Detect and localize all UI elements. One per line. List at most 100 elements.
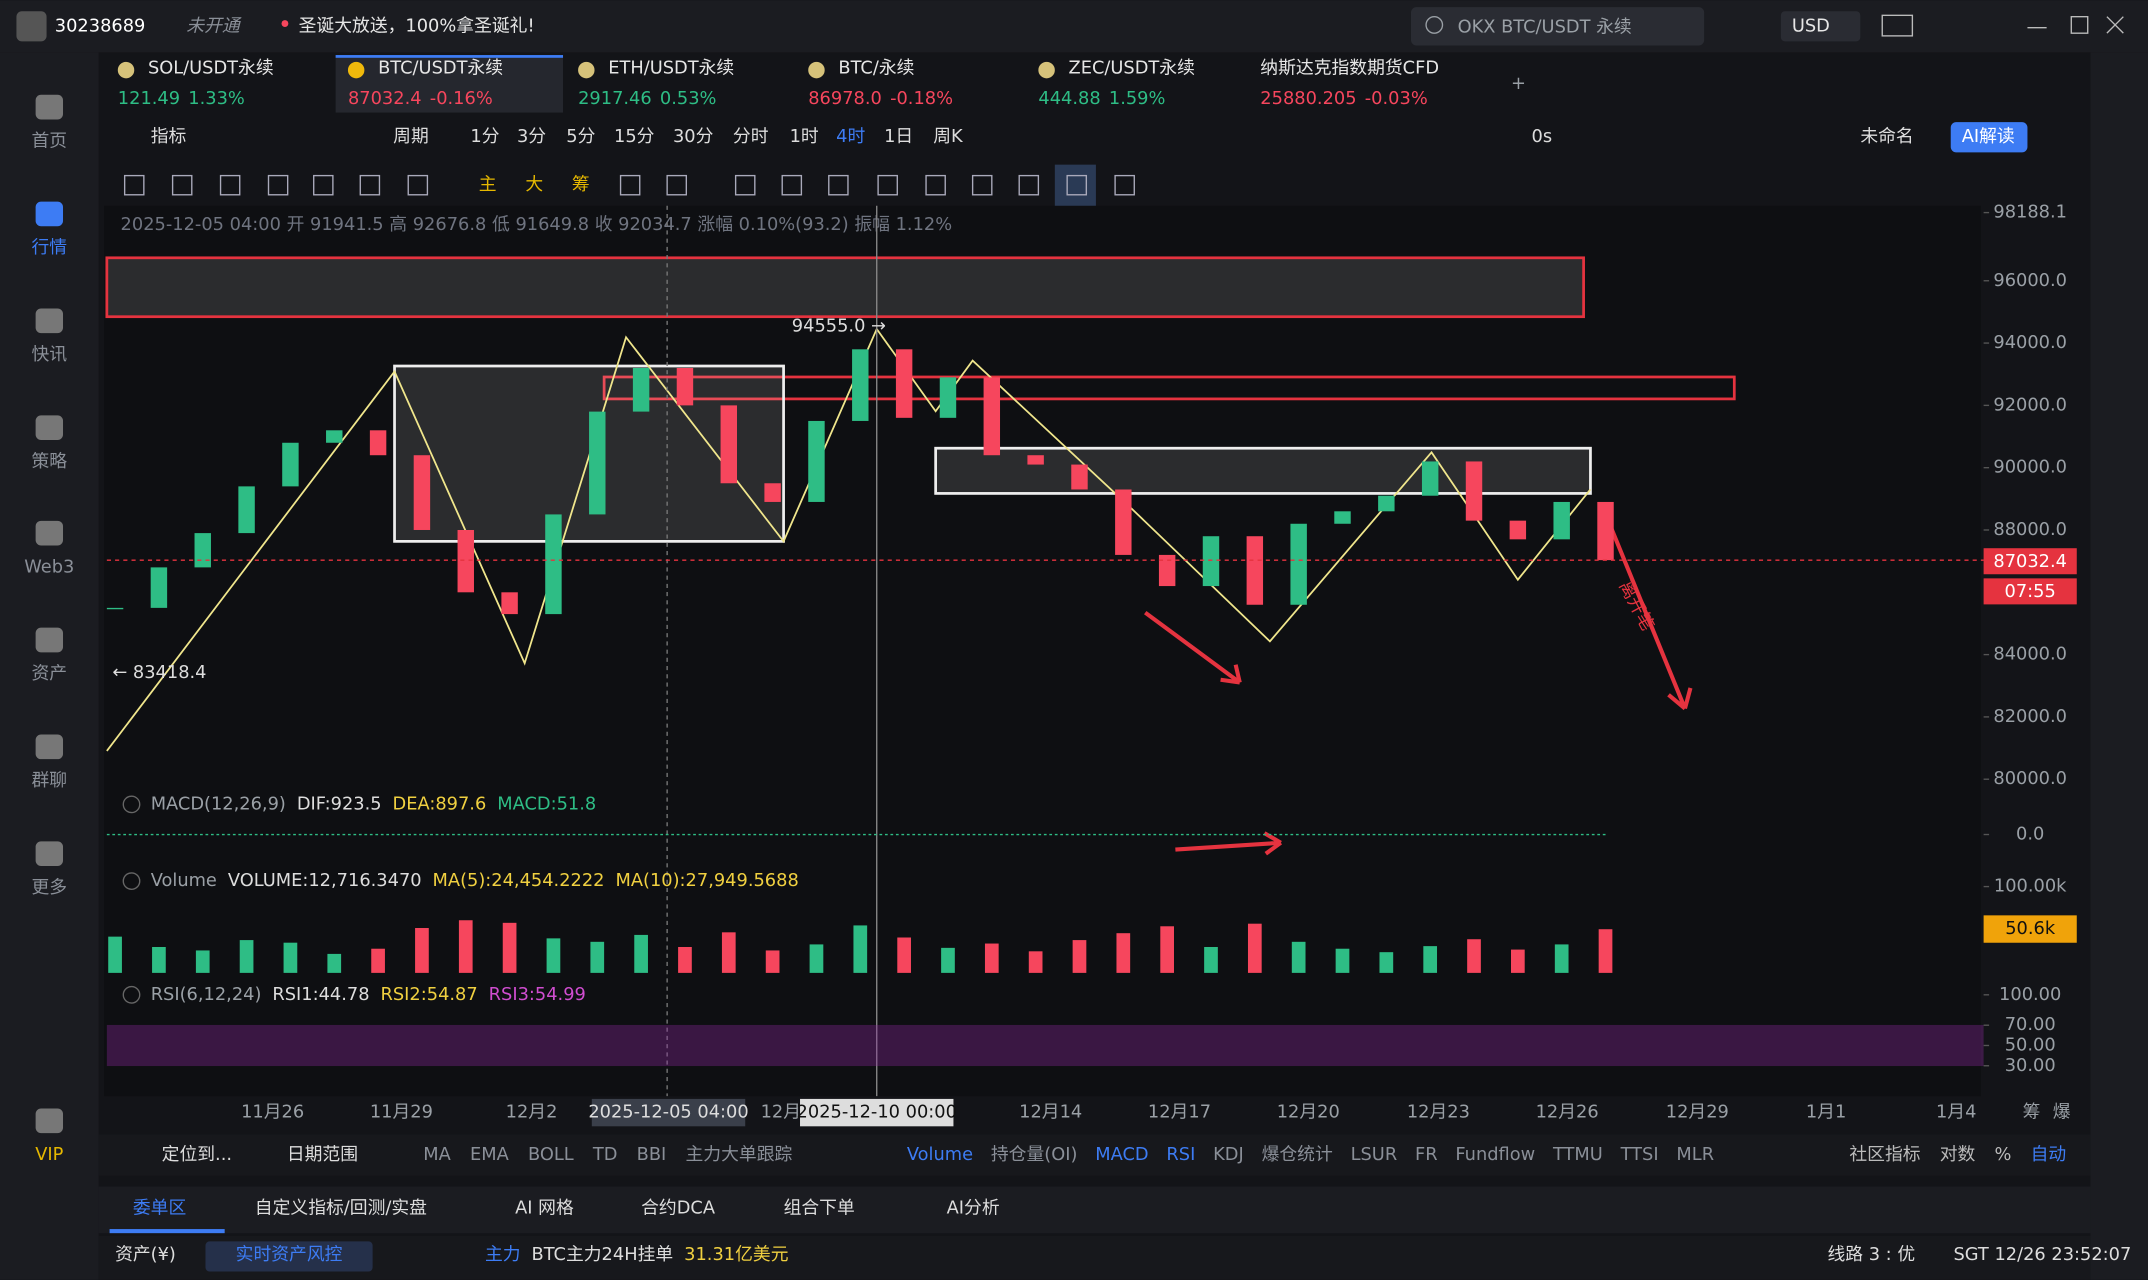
main-indicator[interactable]: TD (592, 1144, 618, 1165)
interval[interactable]: 1日 (884, 126, 913, 147)
ticker-name[interactable]: BTC/永续 (838, 58, 914, 79)
tool-icon[interactable] (925, 174, 946, 196)
currency-box[interactable] (1780, 11, 1861, 42)
sidebar-label[interactable]: 资产 (32, 663, 68, 684)
sidebar-label[interactable]: 更多 (32, 877, 68, 898)
interval[interactable]: 1分 (470, 126, 499, 147)
sidebar-icon[interactable] (35, 841, 64, 867)
draw-tool[interactable]: 大 (525, 174, 543, 195)
sub-indicator[interactable]: RSI (1166, 1144, 1195, 1165)
sidebar-icon[interactable] (35, 734, 64, 760)
sidebar-label[interactable]: 策略 (32, 451, 68, 472)
panel-tab[interactable]: AI分析 (947, 1198, 1000, 1219)
panel-tab[interactable]: 自定义指标/回测/实盘 (255, 1198, 427, 1219)
interval[interactable]: 3分 (517, 126, 546, 147)
locate-btn[interactable]: 定位到... (162, 1144, 232, 1165)
sub-indicator[interactable]: LSUR (1351, 1144, 1398, 1165)
tool-icon[interactable] (171, 174, 193, 196)
sub-indicator[interactable]: FR (1415, 1144, 1438, 1165)
sidebar-label[interactable]: 行情 (32, 237, 68, 258)
range-btn[interactable]: 日期范围 (287, 1144, 358, 1165)
search-box[interactable] (1410, 7, 1705, 46)
sub-indicator[interactable]: TTMU (1552, 1144, 1603, 1165)
pane-toggle[interactable] (122, 872, 141, 891)
sub-indicator[interactable]: Fundflow (1455, 1144, 1535, 1165)
ticker-name[interactable]: ETH/USDT永续 (608, 58, 734, 79)
mail-icon[interactable] (1881, 14, 1914, 37)
sub-indicator[interactable]: Volume (907, 1144, 973, 1165)
sidebar-label[interactable]: Web3 (24, 556, 74, 577)
tool-icon[interactable] (828, 174, 849, 196)
sidebar-label[interactable]: 快讯 (32, 344, 68, 365)
ai-btn[interactable] (1950, 122, 2028, 153)
draw-tool[interactable]: 主 (479, 174, 497, 195)
tool-icon[interactable] (123, 174, 145, 196)
interval[interactable]: 周K (933, 126, 964, 147)
sub-indicator[interactable]: KDJ (1213, 1144, 1244, 1165)
sidebar-icon[interactable] (35, 520, 64, 546)
tool-icon[interactable] (734, 174, 756, 196)
sidebar-label[interactable]: 首页 (32, 130, 68, 151)
risk-btn[interactable] (205, 1241, 373, 1272)
tool-icon[interactable] (407, 174, 429, 196)
interval[interactable]: 分时 (733, 126, 769, 147)
panel-tab[interactable]: AI 网格 (515, 1198, 574, 1219)
tool-icon[interactable] (1066, 174, 1088, 196)
add-tab[interactable]: + (1511, 73, 1526, 94)
tool-icon[interactable] (219, 174, 241, 196)
sidebar-icon[interactable] (35, 1108, 64, 1134)
sidebar-label[interactable]: VIP (35, 1144, 63, 1165)
period-btn[interactable]: 周期 (393, 126, 429, 147)
tool-icon[interactable] (666, 174, 688, 196)
main-indicator[interactable]: BBI (637, 1144, 667, 1165)
indicator-btn[interactable]: 指标 (151, 126, 187, 147)
sub-indicator[interactable]: MACD (1095, 1144, 1148, 1165)
right-option[interactable]: 自动 (2031, 1144, 2067, 1165)
sub-indicator[interactable]: TTSI (1620, 1144, 1659, 1165)
ticker-name[interactable]: ZEC/USDT永续 (1069, 58, 1196, 79)
tool-icon[interactable] (781, 174, 803, 196)
risk[interactable]: 实时资产风控 (236, 1244, 343, 1265)
right-option[interactable]: % (1995, 1144, 2012, 1165)
main-indicator[interactable]: 主力大单跟踪 (686, 1144, 793, 1165)
tool-icon[interactable] (877, 174, 898, 196)
interval[interactable]: 15分 (614, 126, 655, 147)
draw-tool[interactable]: 筹 (572, 174, 590, 195)
sidebar-icon[interactable] (35, 94, 64, 120)
tool-icon[interactable] (1114, 174, 1135, 196)
panel-tab[interactable]: 委单区 (133, 1198, 186, 1219)
interval[interactable]: 4时 (836, 126, 865, 147)
interval[interactable]: 5分 (566, 126, 595, 147)
panel-tab[interactable]: 组合下单 (784, 1198, 855, 1219)
sub-indicator[interactable]: 爆仓统计 (1262, 1144, 1333, 1165)
promo[interactable]: 圣诞大放送，100%拿圣诞礼! (299, 14, 535, 36)
main-indicator[interactable]: BOLL (528, 1144, 574, 1165)
sidebar-icon[interactable] (35, 201, 64, 227)
layout-name[interactable]: 未命名 (1860, 126, 1913, 147)
assets[interactable]: 资产(¥) (115, 1244, 176, 1265)
ticker-name[interactable]: SOL/USDT永续 (148, 58, 274, 79)
avatar[interactable] (16, 11, 47, 42)
pane-toggle[interactable] (122, 985, 141, 1004)
main-indicator[interactable]: EMA (470, 1144, 510, 1165)
panel-tab[interactable]: 合约DCA (641, 1198, 716, 1219)
interval[interactable]: 1时 (790, 126, 819, 147)
sidebar-icon[interactable] (35, 627, 64, 653)
status[interactable]: 未开通 (186, 15, 242, 36)
ticker-name[interactable]: 纳斯达克指数期货CFD (1260, 58, 1439, 79)
tool-icon[interactable] (619, 174, 641, 196)
sidebar-icon[interactable] (35, 308, 64, 334)
pane-toggle[interactable] (122, 795, 141, 814)
tool-icon[interactable] (971, 174, 993, 196)
window-controls[interactable] (2027, 16, 2124, 34)
interval[interactable]: 30分 (673, 126, 714, 147)
right-option[interactable]: 社区指标 (1849, 1144, 1920, 1165)
ticker-name[interactable]: BTC/USDT永续 (378, 58, 503, 79)
tool-icon[interactable] (267, 174, 289, 196)
tool-icon[interactable] (313, 174, 334, 196)
sub-indicator[interactable]: 持仓量(OI) (991, 1144, 1078, 1165)
right-option[interactable]: 对数 (1940, 1144, 1976, 1165)
tool-icon[interactable] (359, 174, 381, 196)
tool-icon[interactable] (1018, 174, 1040, 196)
sub-indicator[interactable]: MLR (1676, 1144, 1714, 1165)
